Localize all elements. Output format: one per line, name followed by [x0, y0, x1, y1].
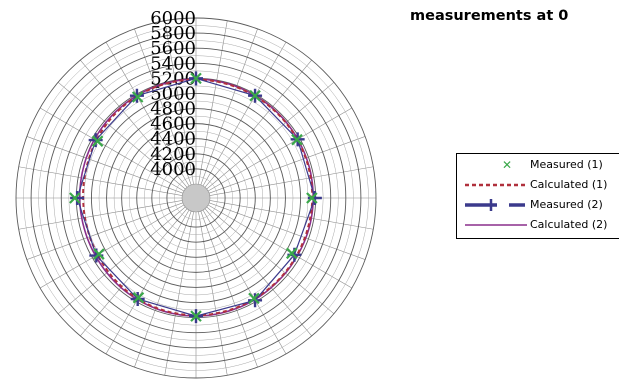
legend: ✕ Measured (1) Calculated (1) Measured (… [456, 153, 619, 239]
legend-item-measured-2: Measured (2) [457, 196, 619, 214]
data-point-measured-1 [91, 135, 104, 147]
radial-gridline [68, 70, 324, 326]
data-point-measured-1 [131, 91, 144, 103]
legend-symbol-measured-1: ✕ [502, 158, 512, 172]
radial-gridline [98, 100, 294, 296]
radial-gridline [91, 93, 301, 303]
legend-item-measured-1: ✕ Measured (1) [457, 156, 619, 174]
radial-gridline [53, 55, 339, 341]
radial-gridline [60, 62, 332, 334]
data-point-measured-1 [132, 291, 145, 304]
data-point-measured-1 [93, 248, 105, 260]
data-point-measured-2 [307, 191, 322, 205]
radial-tick-label: 4600 [150, 114, 196, 135]
data-point-measured-1 [248, 292, 260, 305]
radial-tick-label: 4000 [150, 159, 196, 180]
chart-title: measurements at 0 [410, 8, 569, 24]
data-point-measured-1 [69, 192, 81, 204]
legend-label: Calculated (2) [530, 218, 608, 231]
radial-gridlines [15, 17, 377, 379]
legend-item-calculated-2: Calculated (2) [457, 216, 619, 234]
legend-label: Measured (2) [530, 198, 603, 211]
legend-item-calculated-1: Calculated (1) [457, 176, 619, 194]
radial-tick-label: 4800 [150, 99, 196, 120]
data-point-measured-1 [190, 310, 202, 322]
radial-gridline [113, 115, 279, 281]
radial-tick-label: 6000 [150, 8, 196, 29]
radial-gridline [121, 123, 271, 273]
legend-symbol-calculated-2 [465, 224, 527, 226]
radial-gridline [15, 17, 377, 379]
legend-label: Measured (1) [530, 158, 603, 171]
radial-gridline [45, 47, 347, 349]
radial-gridline [144, 146, 248, 250]
data-point-measured-1 [285, 247, 298, 260]
data-point-measured-1 [291, 133, 303, 146]
radial-gridline [128, 130, 264, 266]
radial-tick-label: 4400 [150, 129, 196, 150]
x-marker-icon: ✕ [502, 158, 512, 172]
radial-gridline [151, 153, 241, 243]
radial-gridline [136, 138, 256, 258]
legend-symbol-calculated-1 [465, 183, 527, 187]
radial-gridline [174, 176, 218, 220]
center-hub [181, 183, 211, 213]
data-point-measured-1 [306, 192, 318, 204]
data-point-measured-1 [249, 89, 261, 102]
plus-marker-icon [485, 199, 497, 211]
radial-tick-label: 5800 [150, 23, 196, 44]
series-layer [69, 71, 322, 324]
radial-gridline [30, 32, 362, 364]
radial-gridline [23, 25, 369, 371]
radial-gridline [166, 168, 226, 228]
legend-symbol-measured-2 [465, 199, 525, 211]
radial-tick-label: 5600 [150, 38, 196, 59]
radial-gridline [38, 40, 354, 356]
data-point-measured-2 [70, 191, 85, 205]
radial-tick-labels: 4000420044004600480050005200540056005800… [150, 8, 196, 180]
radial-gridline [159, 161, 233, 235]
radial-tick-label: 4200 [150, 144, 196, 165]
data-point-measured-1 [190, 72, 202, 85]
radial-tick-label: 5400 [150, 53, 196, 74]
legend-label: Calculated (1) [530, 178, 608, 191]
radial-gridline [106, 108, 286, 288]
